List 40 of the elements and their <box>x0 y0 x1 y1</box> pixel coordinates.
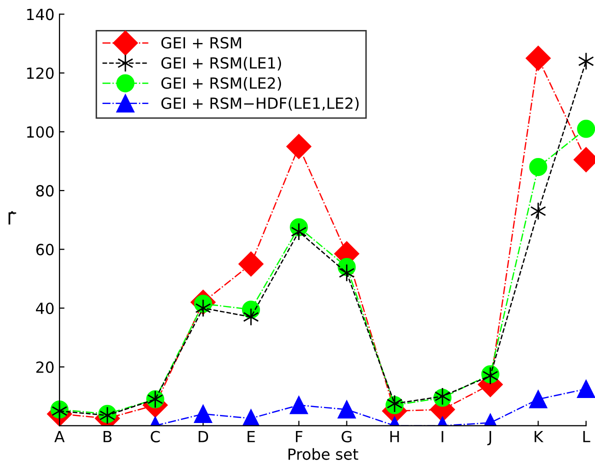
x-tick-label: I <box>442 431 444 442</box>
point <box>526 46 551 71</box>
point <box>238 252 264 277</box>
x-tick-label: E <box>248 431 255 442</box>
point <box>338 264 355 282</box>
point <box>290 396 308 414</box>
x-tick-label: A <box>54 431 65 442</box>
point <box>577 380 595 398</box>
x-tick-label: C <box>150 430 160 442</box>
legend-label: GEI + RSM(LE2) <box>161 77 282 91</box>
x-axis-title: Probe set <box>288 448 358 460</box>
legend-label: GEI + RSM−HDF(LE1,LE2) <box>161 97 359 111</box>
y-tick-label: 80 <box>36 185 54 197</box>
point <box>578 52 594 70</box>
x-tick-label: B <box>104 431 112 442</box>
point <box>286 134 312 159</box>
point <box>577 120 595 138</box>
point <box>194 404 212 423</box>
point <box>530 202 546 220</box>
y-tick-label: 100 <box>27 126 54 138</box>
x-tick-label: G <box>342 430 352 442</box>
y-tick-label: 120 <box>27 67 54 79</box>
y-tick-label: 140 <box>27 8 54 20</box>
point <box>290 222 307 241</box>
legend-label: GEI + RSM <box>161 37 242 49</box>
y-tick-label: 40 <box>36 302 54 314</box>
x-tick-label: K <box>534 431 544 442</box>
y-axis-title: Γ̂ <box>8 211 16 225</box>
x-tick-label: L <box>583 431 590 442</box>
x-tick-label: D <box>198 431 208 442</box>
y-tick-label: 60 <box>36 244 54 256</box>
x-tick-label: J <box>487 431 492 446</box>
point <box>529 390 548 408</box>
x-tick-label: F <box>296 431 302 442</box>
y-tick-label: 20 <box>36 361 54 373</box>
point <box>338 400 356 419</box>
point <box>242 409 260 426</box>
point <box>529 158 548 176</box>
legend-label: GEI + RSM(LE1) <box>161 56 282 71</box>
x-tick-label: H <box>390 431 399 442</box>
